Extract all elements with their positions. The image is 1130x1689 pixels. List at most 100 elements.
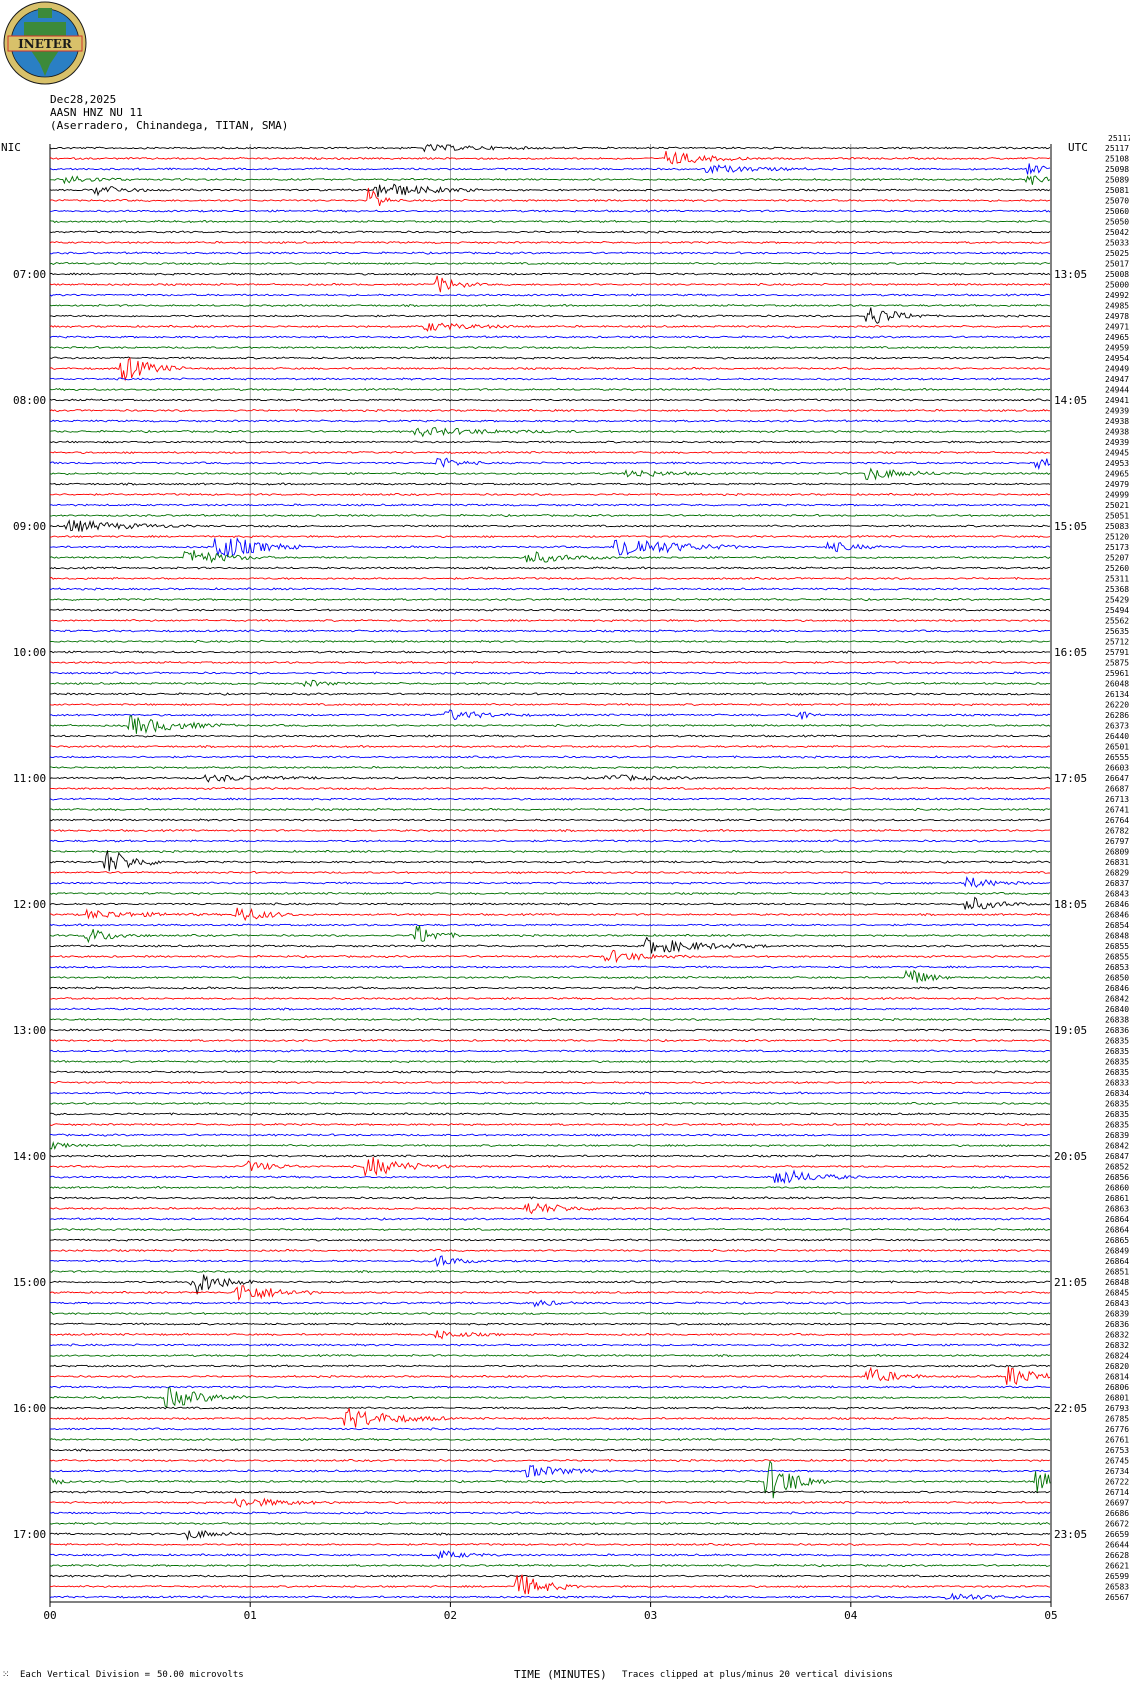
trace-line bbox=[49, 1185, 1051, 1190]
trace-line bbox=[49, 251, 1051, 255]
trace-line bbox=[50, 734, 1051, 738]
trace-count-label: 26048 bbox=[1105, 680, 1129, 689]
trace-count-label: 26832 bbox=[1105, 1341, 1129, 1350]
x-tick-label: 02 bbox=[444, 1609, 457, 1622]
trace-line bbox=[49, 1387, 1051, 1409]
trace-count-label: 26855 bbox=[1105, 942, 1129, 951]
trace-count-label: 25089 bbox=[1105, 176, 1129, 185]
trace-line bbox=[49, 818, 1051, 822]
trace-count-label: 26440 bbox=[1105, 732, 1129, 741]
left-time-label: 12:00 bbox=[13, 898, 46, 911]
trace-count-label: 26555 bbox=[1105, 753, 1129, 762]
trace-count-label: 25368 bbox=[1105, 585, 1129, 594]
trace-line bbox=[49, 503, 1050, 507]
right-time-label: 18:05 bbox=[1054, 898, 1087, 911]
trace-line bbox=[49, 1202, 1051, 1215]
trace-count-label: 25173 bbox=[1105, 543, 1129, 552]
trace-count-label: 25083 bbox=[1105, 522, 1129, 531]
trace-line bbox=[49, 1080, 1051, 1085]
trace-line bbox=[49, 293, 1051, 297]
trace-line bbox=[49, 534, 1051, 539]
right-time-label: 21:05 bbox=[1054, 1276, 1087, 1289]
x-tick-label: 04 bbox=[844, 1609, 858, 1622]
trace-line bbox=[49, 1366, 1051, 1386]
trace-line bbox=[49, 587, 1050, 591]
scale-mark: ⁙ bbox=[2, 1670, 10, 1680]
trace-line bbox=[49, 850, 1051, 872]
trace-count-label: 26846 bbox=[1105, 911, 1129, 920]
trace-line bbox=[49, 1563, 1051, 1568]
trace-count-label: 26842 bbox=[1105, 1142, 1129, 1151]
trace-count-label: 26835 bbox=[1105, 1121, 1129, 1130]
trace-count-label: 26865 bbox=[1105, 1236, 1129, 1245]
x-tick-label: 05 bbox=[1044, 1609, 1057, 1622]
trace-line bbox=[49, 357, 1051, 382]
trace-count-label: 26286 bbox=[1105, 711, 1129, 720]
trace-line bbox=[49, 986, 1051, 990]
trace-count-label: 26761 bbox=[1105, 1436, 1129, 1445]
trace-line bbox=[49, 1028, 1051, 1032]
trace-count-label: 26820 bbox=[1105, 1362, 1129, 1371]
trace-line bbox=[49, 209, 1051, 213]
trace-count-label: 26836 bbox=[1105, 1320, 1129, 1329]
left-time-label: 11:00 bbox=[13, 772, 46, 785]
trace-line bbox=[49, 275, 1051, 293]
trace-line bbox=[49, 692, 1051, 696]
trace-count-label: 26835 bbox=[1105, 1047, 1129, 1056]
trace-line bbox=[49, 1255, 1051, 1268]
trace-line bbox=[49, 650, 1051, 654]
trace-count-label: 26839 bbox=[1105, 1310, 1129, 1319]
trace-line bbox=[49, 408, 1051, 413]
trace-line bbox=[49, 1238, 1051, 1242]
trace-count-label: 26835 bbox=[1105, 1037, 1129, 1046]
trace-line bbox=[49, 891, 1051, 896]
trace-line bbox=[49, 1017, 1051, 1022]
trace-line bbox=[49, 143, 1051, 153]
trace-count-label: 26583 bbox=[1105, 1583, 1129, 1592]
trace-line bbox=[49, 1490, 1051, 1494]
trace-count-label: 26373 bbox=[1105, 722, 1129, 731]
left-time-label: 09:00 bbox=[13, 520, 46, 533]
trace-line bbox=[49, 870, 1051, 875]
trace-line bbox=[49, 1385, 1050, 1389]
trace-line bbox=[49, 492, 1051, 497]
trace-count-label: 26835 bbox=[1105, 1110, 1129, 1119]
x-tick-label: 00 bbox=[43, 1609, 56, 1622]
trace-count-label: 24939 bbox=[1105, 438, 1129, 447]
trace-line bbox=[49, 1169, 1051, 1185]
trace-count-label: 26839 bbox=[1105, 1131, 1129, 1140]
header-station: AASN HNZ NU 11 bbox=[50, 106, 143, 119]
trace-count-label: 24954 bbox=[1105, 354, 1129, 363]
trace-line bbox=[49, 1059, 1050, 1064]
trace-line bbox=[49, 923, 1051, 927]
left-time-label: 07:00 bbox=[13, 268, 46, 281]
trace-count-label: 26843 bbox=[1105, 890, 1129, 899]
trace-line bbox=[49, 1140, 1051, 1150]
header-date: Dec28,2025 bbox=[50, 93, 117, 106]
trace-count-label: 26855 bbox=[1105, 953, 1129, 962]
trace-line bbox=[49, 151, 1051, 165]
trace-count-label: 25098 bbox=[1105, 165, 1129, 174]
trace-line bbox=[49, 576, 1051, 580]
right-time-label: 19:05 bbox=[1054, 1024, 1087, 1037]
trace-line bbox=[49, 1122, 1051, 1127]
trace-count-label: 26840 bbox=[1105, 1005, 1129, 1014]
trace-count-label: 25791 bbox=[1105, 648, 1129, 657]
trace-count-label: 26764 bbox=[1105, 816, 1129, 825]
trace-line bbox=[49, 1299, 1051, 1308]
trace-line bbox=[49, 1070, 1051, 1074]
trace-count-label: 26628 bbox=[1105, 1551, 1129, 1560]
trace-count-label: 25120 bbox=[1105, 533, 1129, 542]
trace-count-label: 25562 bbox=[1105, 617, 1129, 626]
utc-label: UTC bbox=[1068, 141, 1088, 154]
trace-line bbox=[49, 1592, 1051, 1601]
trace-count-label: 26835 bbox=[1105, 1058, 1129, 1067]
trace-count-label: 25033 bbox=[1105, 239, 1129, 248]
trace-line bbox=[49, 163, 1051, 175]
trace-line bbox=[49, 1511, 1051, 1515]
trace-count-label: 26647 bbox=[1105, 774, 1129, 783]
trace-line bbox=[49, 639, 1051, 644]
trace-count-label: 26852 bbox=[1105, 1163, 1129, 1172]
